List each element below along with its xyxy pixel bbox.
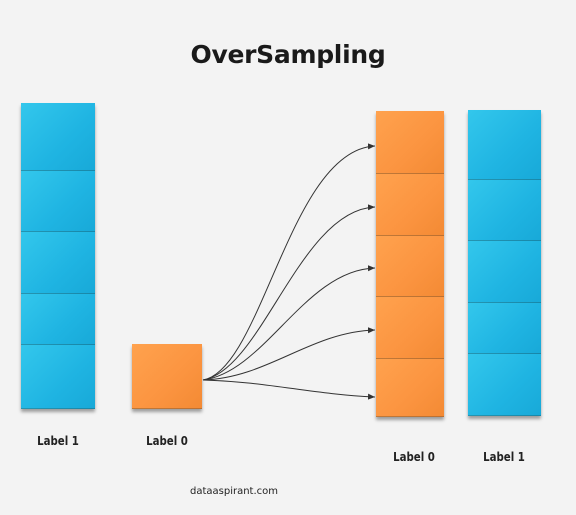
sticky-note-orange [376, 111, 444, 174]
diagram-title: OverSampling [190, 40, 386, 69]
arrow [202, 204, 376, 381]
sticky-note-blue [21, 345, 95, 409]
sticky-note-orange [376, 236, 444, 297]
sticky-note-blue [21, 294, 95, 345]
sticky-note-orange [376, 174, 444, 236]
label0-single-note [132, 344, 202, 409]
sticky-note-blue [21, 103, 95, 171]
sticky-note-blue [21, 232, 95, 294]
label1-stack-right [468, 110, 541, 416]
label0-single-caption: Label 0 [146, 434, 188, 448]
label1-left-caption: Label 1 [37, 434, 79, 448]
sticky-note-blue [468, 354, 541, 416]
label0-stack-oversampled [376, 111, 444, 417]
label0-right-caption: Label 0 [393, 450, 435, 464]
sticky-note-blue [468, 110, 541, 180]
sticky-note-blue [21, 171, 95, 232]
arrow [202, 143, 376, 381]
label1-stack-left [21, 103, 95, 409]
sticky-note-orange [376, 297, 444, 359]
sticky-note-blue [468, 241, 541, 303]
arrow [202, 265, 376, 381]
sticky-note-blue [468, 303, 541, 354]
sticky-note-orange [376, 359, 444, 417]
arrow [202, 379, 376, 400]
arrow [202, 327, 376, 381]
label1-right-caption: Label 1 [483, 450, 525, 464]
watermark-text: dataaspirant.com [189, 486, 279, 497]
sticky-note-blue [468, 180, 541, 241]
